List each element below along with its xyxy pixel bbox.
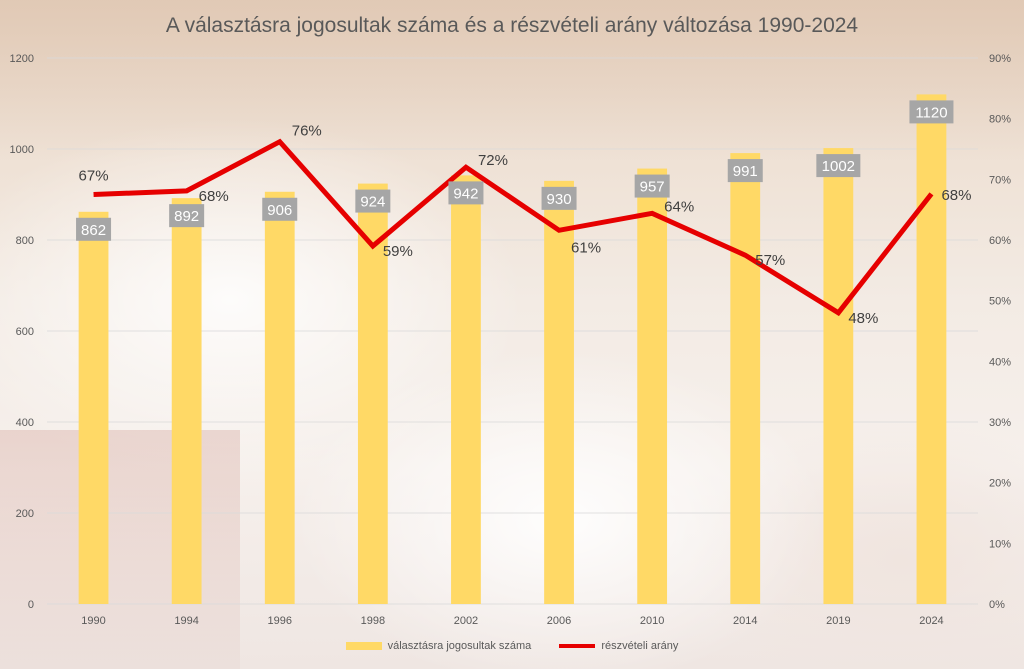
bar-data-label: 924 — [355, 189, 391, 213]
background-shade — [0, 0, 1024, 160]
line-data-label: 64% — [664, 198, 694, 215]
bar — [357, 183, 388, 604]
x-tick-label: 1996 — [268, 615, 292, 627]
bar-data-label-bg — [448, 181, 484, 205]
bar — [544, 180, 574, 604]
bar-data-label-bg — [76, 217, 112, 241]
x-tick-label: 2002 — [454, 615, 478, 627]
bar — [78, 211, 109, 605]
bar-data-label-bg — [909, 100, 954, 124]
line-data-label: 72% — [478, 152, 508, 169]
bar — [823, 148, 854, 604]
legend-item-line: részvételi arány — [559, 640, 678, 652]
bar — [637, 168, 668, 604]
bar — [916, 94, 947, 605]
bar-data-label-text: 930 — [547, 191, 572, 208]
bar-data-label: 942 — [448, 181, 484, 205]
line-data-label: 68% — [941, 187, 971, 204]
y-left-tick-label: 200 — [16, 508, 34, 520]
bar-data-label-text: 1120 — [915, 104, 947, 121]
bar-data-label: 1120 — [909, 100, 954, 124]
bar-data-label-bg — [169, 204, 205, 228]
x-tick-label: 2014 — [733, 615, 757, 627]
bar — [730, 153, 761, 604]
bar-data-label: 1002 — [816, 154, 861, 178]
y-left-tick-label: 0 — [28, 599, 34, 611]
x-tick-label: 1990 — [81, 615, 105, 627]
bar-data-label-bg — [816, 154, 861, 178]
bar — [264, 191, 295, 604]
bar — [451, 175, 481, 604]
y-left-tick-label: 800 — [16, 235, 34, 247]
y-left-tick-label: 400 — [16, 417, 34, 429]
bar-data-label: 862 — [76, 217, 112, 241]
x-tick-label: 2019 — [826, 615, 850, 627]
bar-data-label: 957 — [634, 174, 670, 198]
chart-title: A választásra jogosultak száma és a rész… — [165, 14, 859, 37]
bar-data-label-text: 1002 — [822, 158, 855, 175]
chart-legend: választásra jogosultak száma részvételi … — [0, 640, 1024, 652]
x-tick-label: 1998 — [361, 615, 385, 627]
bar-data-label-text: 924 — [360, 194, 385, 211]
bar-data-label-bg — [634, 174, 670, 198]
bar — [171, 198, 202, 604]
bar-data-label-text: 942 — [453, 185, 478, 202]
y-right-tick-label: 30% — [989, 417, 1011, 429]
y-right-tick-label: 90% — [989, 53, 1011, 65]
x-tick-label: 2024 — [919, 615, 943, 627]
y-right-tick-label: 70% — [989, 174, 1011, 186]
bar-data-label-bg — [355, 189, 391, 213]
legend-item-bar: választásra jogosultak száma — [345, 640, 532, 652]
bar-data-label-text: 906 — [267, 202, 292, 219]
legend-label: részvételi arány — [601, 640, 679, 652]
y-right-tick-label: 0% — [989, 599, 1005, 611]
y-right-tick-label: 80% — [989, 114, 1011, 126]
x-tick-label: 1994 — [174, 615, 198, 627]
y-right-tick-label: 10% — [989, 538, 1011, 550]
bar-data-label: 892 — [169, 204, 205, 228]
bar-data-label-text: 862 — [81, 222, 106, 239]
legend-label: választásra jogosultak száma — [387, 640, 532, 652]
line-data-label: 59% — [383, 243, 413, 260]
line-data-label: 76% — [292, 123, 322, 140]
legend-swatch-line — [559, 644, 596, 648]
line-series — [93, 138, 934, 317]
bar-data-label-bg — [541, 186, 577, 210]
line-data-label: 57% — [755, 252, 785, 269]
x-tick-label: 2010 — [640, 615, 664, 627]
bar-data-label-text: 991 — [733, 163, 758, 180]
bar-data-label-bg — [262, 197, 298, 221]
line-data-label: 68% — [199, 188, 229, 205]
bar-data-label: 991 — [727, 159, 763, 183]
bar-data-label-bg — [727, 159, 763, 183]
bar-data-label: 906 — [262, 197, 298, 221]
legend-swatch-bar — [345, 642, 382, 650]
y-right-tick-label: 20% — [989, 478, 1011, 490]
y-right-tick-label: 50% — [989, 296, 1011, 308]
line-data-label: 67% — [79, 168, 109, 185]
x-tick-label: 2006 — [547, 615, 571, 627]
bar-data-label-text: 957 — [640, 179, 665, 196]
y-left-tick-label: 1000 — [10, 144, 34, 156]
bar-data-label-text: 892 — [174, 208, 199, 225]
bar-data-label: 930 — [541, 186, 577, 210]
line-data-label: 48% — [848, 310, 878, 327]
y-right-tick-label: 40% — [989, 356, 1011, 368]
y-left-tick-label: 1200 — [10, 53, 34, 65]
y-right-tick-label: 60% — [989, 235, 1011, 247]
y-left-tick-label: 600 — [16, 326, 34, 338]
line-data-label: 61% — [571, 239, 601, 256]
